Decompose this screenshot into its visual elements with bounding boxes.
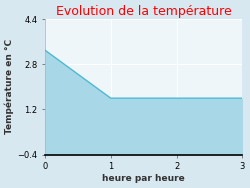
- Y-axis label: Température en °C: Température en °C: [5, 39, 14, 134]
- X-axis label: heure par heure: heure par heure: [102, 174, 185, 183]
- Title: Evolution de la température: Evolution de la température: [56, 5, 232, 18]
